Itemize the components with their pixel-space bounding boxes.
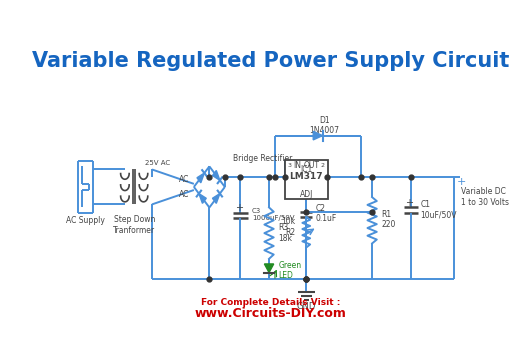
Polygon shape	[212, 171, 220, 180]
Text: D1
1N4007: D1 1N4007	[309, 116, 339, 135]
Polygon shape	[313, 131, 323, 140]
Text: Variable DC
1 to 30 Volts: Variable DC 1 to 30 Volts	[461, 188, 509, 207]
FancyBboxPatch shape	[285, 160, 328, 199]
Text: GND: GND	[297, 302, 316, 311]
Text: 2: 2	[321, 163, 325, 168]
Text: +: +	[406, 198, 413, 208]
Polygon shape	[265, 264, 274, 273]
Text: R1
220: R1 220	[381, 210, 396, 229]
Text: 25V AC: 25V AC	[145, 160, 170, 166]
Text: AC: AC	[179, 190, 189, 199]
Text: 10k: 10k	[281, 217, 295, 226]
Text: C1
10uF/50V: C1 10uF/50V	[420, 200, 457, 219]
Polygon shape	[212, 194, 220, 203]
Text: IC1: IC1	[300, 165, 313, 174]
Text: For Complete Details Visit :: For Complete Details Visit :	[201, 298, 340, 307]
Text: AC Supply: AC Supply	[66, 216, 105, 225]
Text: C2
0.1uF: C2 0.1uF	[316, 204, 337, 223]
Text: R3
18k: R3 18k	[278, 224, 293, 243]
Text: 3: 3	[288, 163, 291, 168]
Text: Green
LED: Green LED	[278, 261, 301, 280]
Text: Bridge Rectifier: Bridge Rectifier	[233, 154, 292, 163]
Text: OUT: OUT	[304, 161, 319, 170]
Polygon shape	[199, 194, 206, 203]
Text: Variable Regulated Power Supply Circuit: Variable Regulated Power Supply Circuit	[32, 51, 510, 71]
Text: Step Down
Tranformer: Step Down Tranformer	[113, 215, 155, 235]
Text: www.Circuits-DIY.com: www.Circuits-DIY.com	[195, 307, 346, 320]
Text: +: +	[457, 177, 466, 187]
Text: +: +	[235, 203, 243, 213]
Text: C3
1000uF/50V: C3 1000uF/50V	[252, 208, 295, 221]
Polygon shape	[197, 173, 204, 183]
Text: ADJ: ADJ	[299, 190, 313, 199]
Text: R2: R2	[285, 228, 295, 237]
Text: IN: IN	[293, 161, 301, 170]
Text: AC: AC	[179, 175, 189, 184]
Text: LM317: LM317	[289, 172, 323, 181]
